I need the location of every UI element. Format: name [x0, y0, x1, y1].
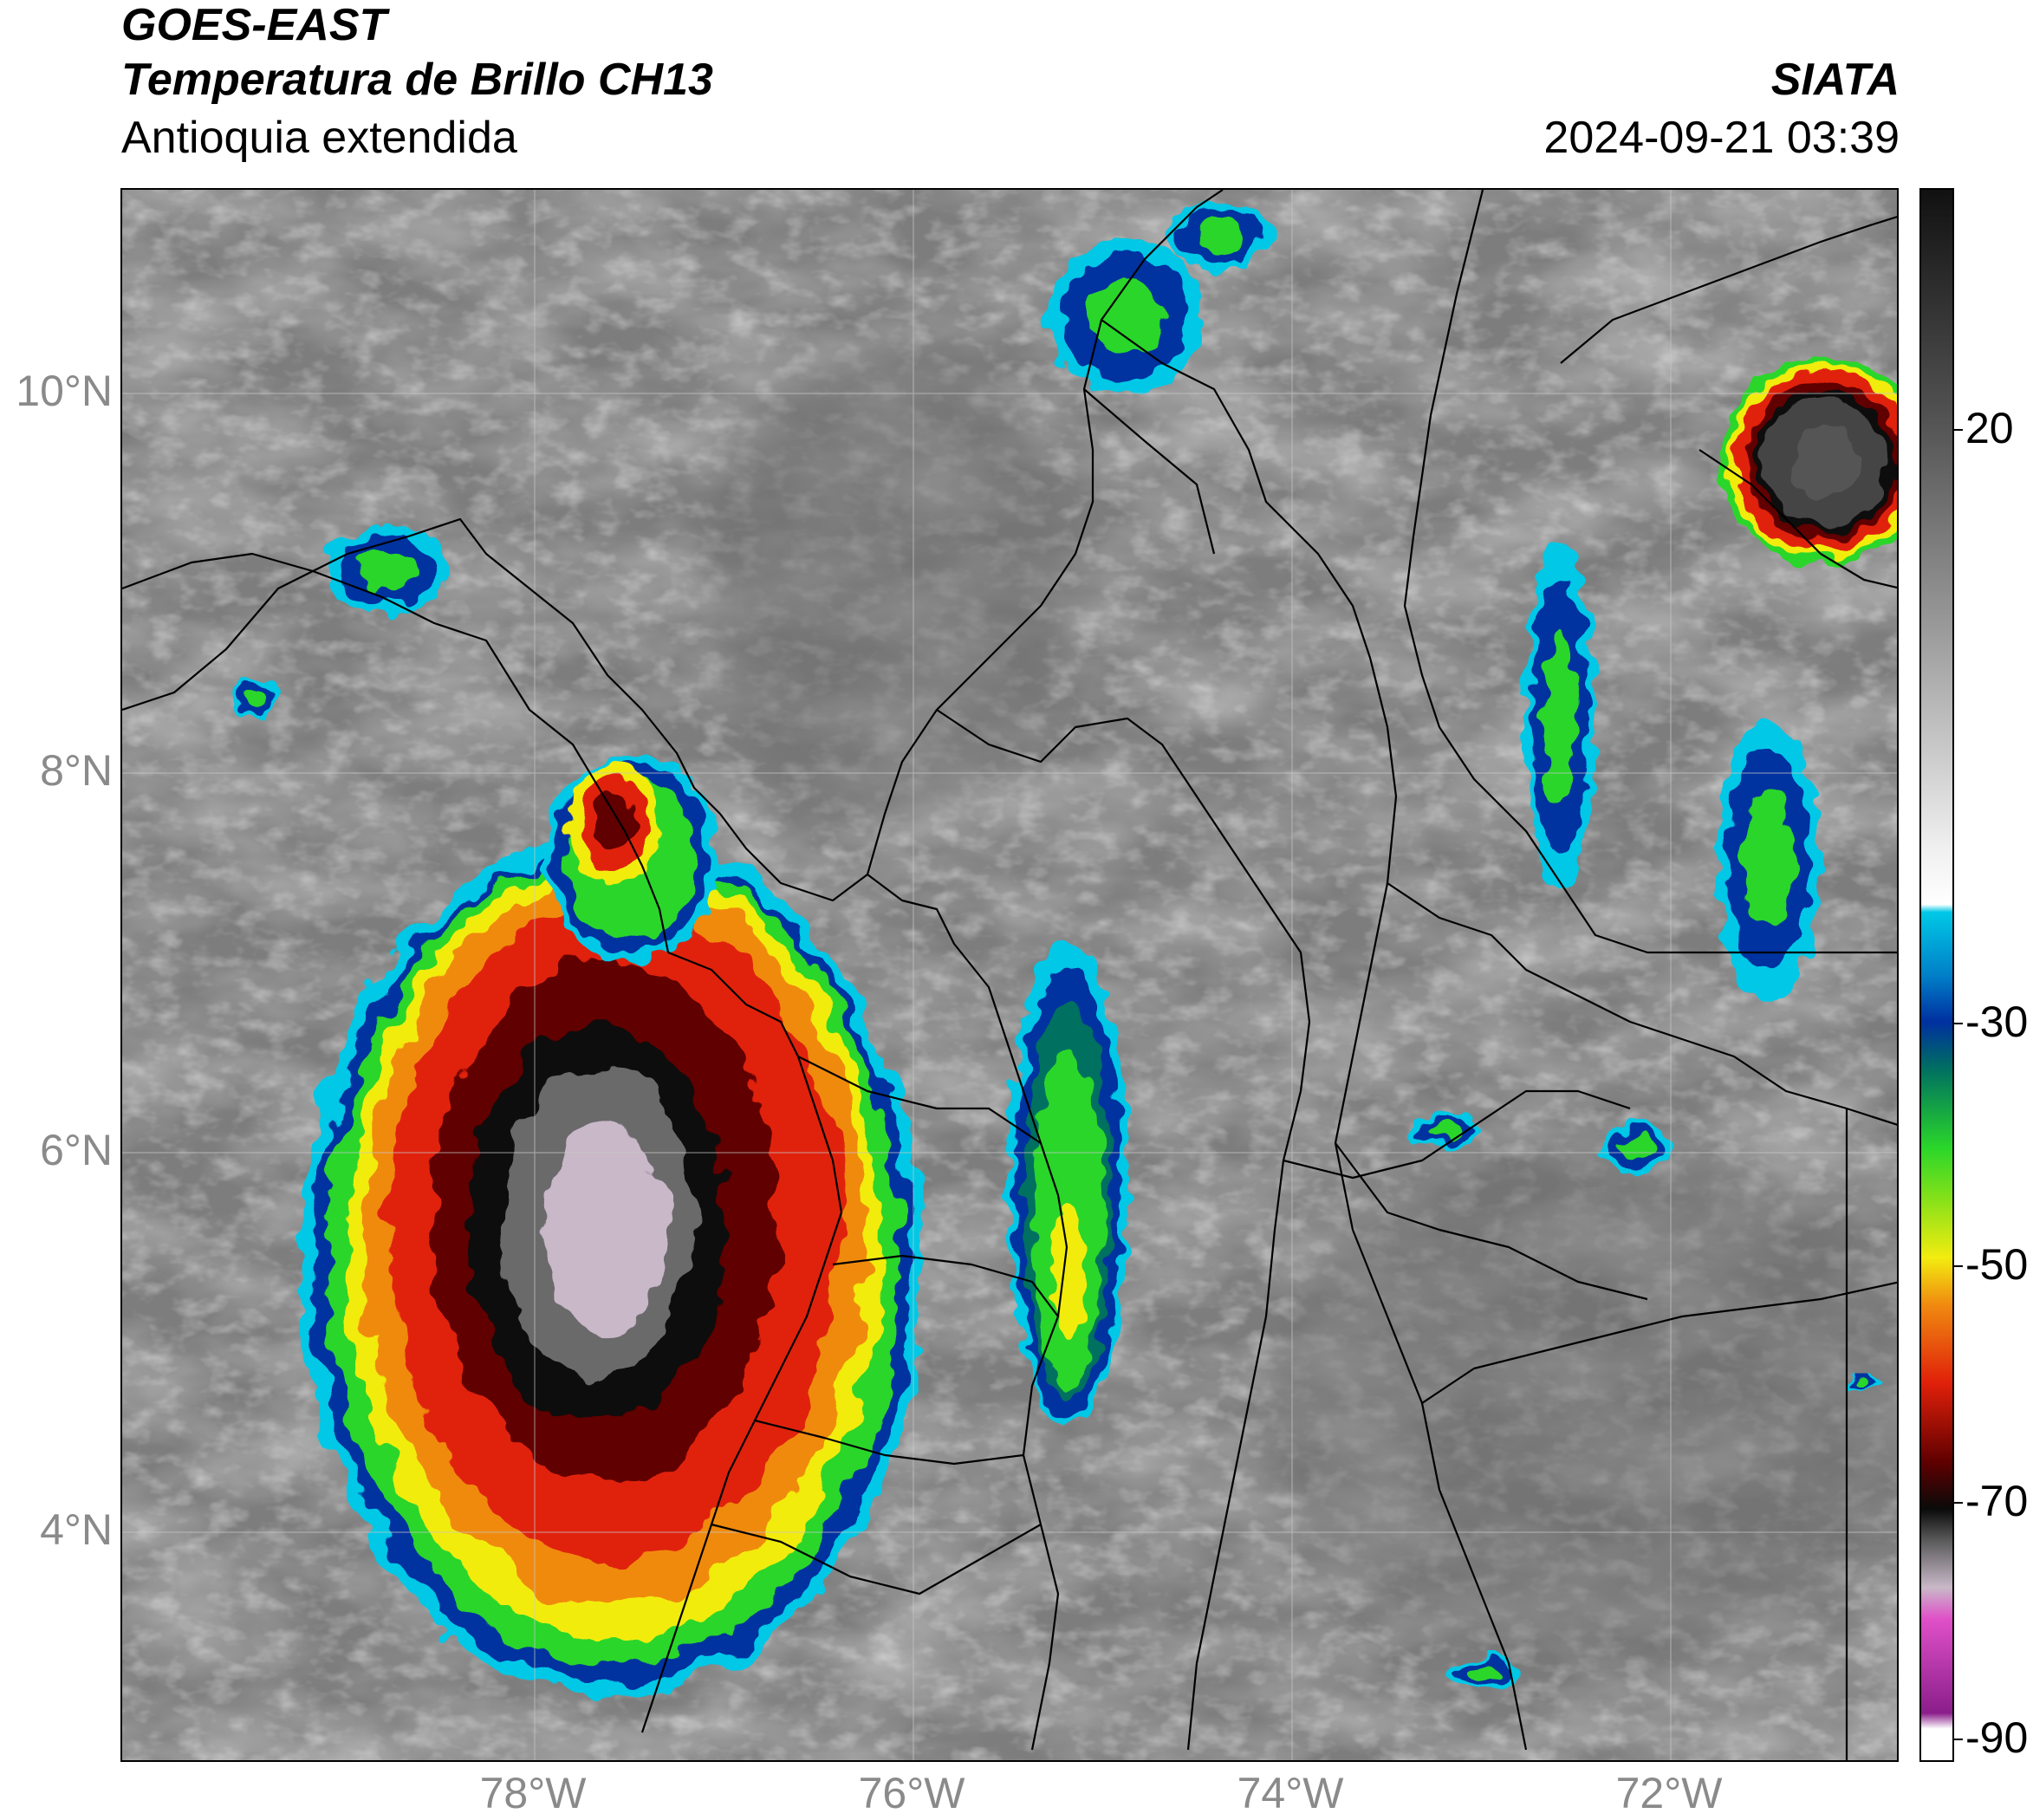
colorbar-tick-m70: [1954, 1502, 1963, 1504]
satellite-title: GOES-EAST: [121, 0, 387, 50]
caribbean-coast: [719, 190, 1224, 902]
colorbar-label-m90: -90: [1965, 1713, 2029, 1762]
dark-patch-east: [1266, 1143, 1897, 1663]
convective-patch-8-ring-2: [1466, 1663, 1502, 1683]
colorbar-tick-m90: [1954, 1739, 1963, 1740]
convective-patch-9: [1845, 1375, 1880, 1393]
colorbar-tick-20: [1954, 429, 1963, 431]
borders: [122, 190, 1897, 1760]
convective-patch-7: [1601, 1122, 1671, 1175]
convective-patch-9-ring-2: [1854, 1379, 1872, 1388]
right-header: SIATA 2024-09-21 03:39: [1543, 50, 1900, 166]
lat-label-10: 10°N: [16, 367, 113, 415]
storm-venezuela-cell: [1720, 357, 1897, 566]
dept-border-7: [832, 1254, 1059, 1317]
convective-patch-6-ring-2: [1429, 1121, 1465, 1140]
convective-patch-4-ring-2: [356, 548, 418, 592]
dept-border-10: [1283, 1089, 1631, 1180]
convective-patch-1-ring-2: [1742, 790, 1795, 929]
storm-venezuela-cell-ring-6: [1789, 426, 1860, 497]
colorbar-label-20: 20: [1965, 404, 2014, 452]
institution-label: SIATA: [1770, 55, 1900, 105]
lon-label-72: 72°W: [1615, 1769, 1723, 1817]
venezuela-north: [1560, 216, 1897, 364]
dept-border-12: [1083, 388, 1216, 555]
graticule: [122, 190, 1897, 1760]
dept-border-11: [1335, 1142, 1648, 1301]
convective-patch-6: [1412, 1113, 1482, 1148]
colorbar-tick-m30: [1954, 1023, 1963, 1024]
dept-border-9: [711, 1523, 1042, 1596]
venezuela-lake: [1698, 449, 1897, 589]
lon-label-76: 76°W: [858, 1769, 965, 1817]
lon-label-74: 74°W: [1237, 1769, 1344, 1817]
dept-border-6: [797, 1056, 1042, 1144]
colorbar-label-m50: -50: [1965, 1240, 2029, 1289]
convective-patch-0-ring-2: [1543, 627, 1578, 802]
storm-magdalena-band: [1007, 942, 1129, 1428]
convective-patch-5-ring-2: [244, 685, 266, 707]
convective-patch-3: [1167, 200, 1272, 270]
pacific-coast: [640, 951, 843, 1733]
lat-label-6: 6°N: [40, 1126, 113, 1174]
convective-patch-2-ring-2: [1085, 277, 1164, 356]
storm-layer: [232, 200, 1897, 1699]
colorbar-label-m30: -30: [1965, 998, 2029, 1046]
dept-border-5: [1421, 1281, 1897, 1404]
panama-coast: [122, 517, 721, 815]
lon-label-78: 78°W: [479, 1769, 587, 1817]
storm-pacific-mcs-ring-9: [544, 1126, 666, 1335]
storm-uraba-cell-ring-5: [592, 796, 636, 849]
venezuela-border: [1403, 190, 1897, 954]
map-canvas: [122, 190, 1897, 1760]
dept-border-4: [1387, 882, 1897, 1126]
colorbar: [1919, 188, 1954, 1762]
lat-label-8: 8°N: [40, 746, 113, 795]
lat-label-4: 4°N: [40, 1505, 113, 1554]
convective-patch-3-ring-2: [1193, 218, 1246, 253]
convective-patch-1: [1716, 720, 1821, 998]
convective-patch-8: [1449, 1654, 1519, 1693]
dept-border-2: [936, 709, 1311, 1751]
title-block: GOES-EAST Temperatura de Brillo CH13 Ant…: [121, 0, 713, 166]
satellite-map: [120, 188, 1899, 1762]
colorbar-tick-m50: [1954, 1265, 1963, 1267]
colorbar-label-m70: -70: [1965, 1477, 2029, 1525]
convective-patch-5: [232, 674, 276, 718]
panama-south-coast: [122, 552, 670, 953]
storm-pacific-mcs: [302, 831, 926, 1699]
dept-border-1: [867, 874, 1068, 1751]
region-subtitle: Antioquia extendida: [121, 113, 517, 163]
storm-uraba-cell: [544, 753, 718, 962]
product-title: Temperatura de Brillo CH13: [121, 55, 713, 105]
dark-patch-north: [703, 337, 1067, 822]
datetime-label: 2024-09-21 03:39: [1543, 113, 1900, 163]
dept-border-8: [754, 1419, 1024, 1466]
convective-patch-0: [1525, 541, 1595, 888]
convective-patch-4: [326, 526, 448, 614]
convective-patch-7-ring-2: [1618, 1135, 1653, 1162]
